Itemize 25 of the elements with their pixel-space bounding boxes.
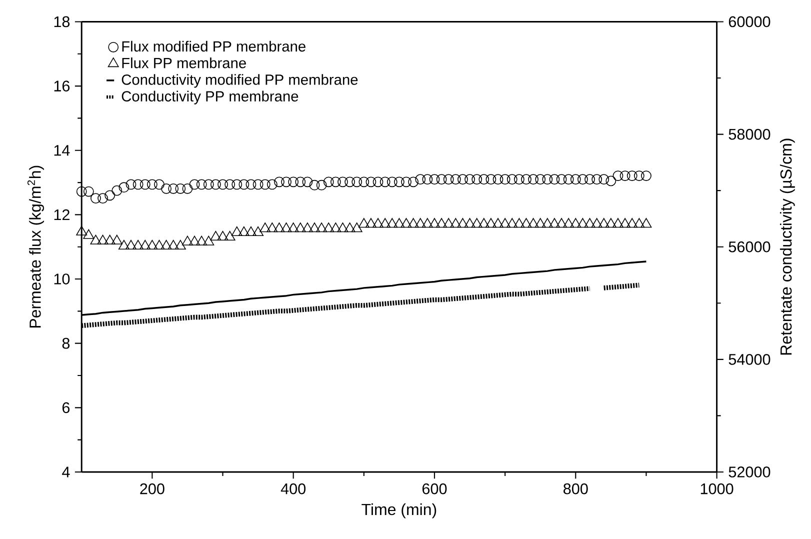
y2-tick-label: 54000 [728,354,770,365]
y2-tick-label: 58000 [728,128,770,140]
x-tick-label: 1000 [700,483,734,494]
y-tick-label: 14 [54,145,70,156]
y-tick-label: 8 [62,338,70,349]
y-tick-label: 10 [54,274,70,284]
legend-label: Flux PP membrane [122,57,246,68]
y2-tick-label: 56000 [728,241,770,252]
y2-tick-label: 52000 [728,466,770,478]
y-tick-label: 6 [62,402,70,414]
y-tick-label: 18 [54,16,70,28]
x-tick-label: 800 [564,483,588,494]
x-axis-title: Time (min) [362,503,436,518]
y2-tick-label: 60000 [728,16,770,28]
y2-axis-title: Retentate conductivity (µS/cm) [780,138,795,355]
legend-label: Conductivity modified PP membrane [122,74,358,88]
legend-label: Conductivity PP membrane [122,90,298,104]
x-tick-label: 400 [280,483,306,494]
y-axis-title: Permeate flux (kg/m$^{2}$h) [27,166,44,328]
y-tick-label: 4 [62,466,70,478]
x-tick-label: 600 [422,483,447,494]
legend-label: Flux modified PP membrane [122,40,306,52]
y-tick-label: 12 [54,209,70,220]
y-tick-label: 16 [54,80,70,92]
x-tick-label: 200 [140,483,164,494]
